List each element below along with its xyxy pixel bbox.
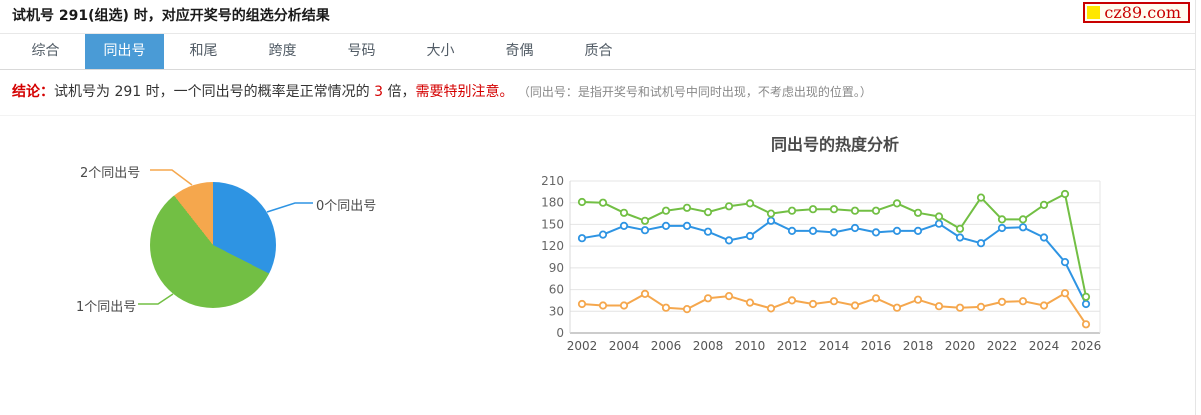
pie-chart-area: 2个同出号 0个同出号 1个同出号 bbox=[0, 116, 530, 396]
tab-daxiao[interactable]: 大小 bbox=[426, 43, 455, 59]
svg-text:2002: 2002 bbox=[567, 339, 598, 353]
leader-line-2tong bbox=[150, 169, 193, 186]
svg-text:2020: 2020 bbox=[945, 339, 976, 353]
tab-tongchuhao[interactable]: 同出号 bbox=[85, 34, 164, 69]
conclusion-bar: 结论：试机号为 291 时，一个同出号的概率是正常情况的 3 倍，需要特别注意。… bbox=[0, 70, 1195, 116]
svg-text:0: 0 bbox=[556, 326, 564, 340]
heat-line-chart: 0 30 60 90 120 150 180 210 2002 2004 2006 2008 2010 2… bbox=[541, 174, 1102, 353]
analysis-content: 2个同出号 0个同出号 1个同出号 同出号的热度分析 0 30 60 90 120 150… bbox=[0, 116, 1195, 414]
svg-text:2014: 2014 bbox=[819, 339, 850, 353]
line-chart-title: 同出号的热度分析 bbox=[770, 135, 899, 154]
svg-text:60: 60 bbox=[549, 283, 564, 297]
svg-text:210: 210 bbox=[541, 174, 564, 188]
svg-text:150: 150 bbox=[541, 217, 564, 231]
pie-leader-lines bbox=[138, 169, 313, 305]
pie-label-2tong: 2个同出号 bbox=[80, 166, 141, 181]
conclusion-prefix: 结论： bbox=[12, 84, 54, 100]
pie-label-0tong: 0个同出号 bbox=[316, 199, 377, 214]
leader-line-0tong bbox=[266, 202, 313, 213]
svg-text:2026: 2026 bbox=[1071, 339, 1102, 353]
svg-text:2016: 2016 bbox=[861, 339, 892, 353]
svg-text:2024: 2024 bbox=[1029, 339, 1060, 353]
conclusion-text-before: 试机号为 291 时，一个同出号的概率是正常情况的 bbox=[54, 84, 375, 100]
tab-haoma[interactable]: 号码 bbox=[347, 43, 376, 59]
tab-bar: 综合 同出号 和尾 跨度 号码 大小 奇偶 质合 bbox=[0, 33, 1195, 70]
conclusion-highlight-number: 3 bbox=[374, 84, 383, 100]
svg-text:2018: 2018 bbox=[903, 339, 934, 353]
svg-text:2022: 2022 bbox=[987, 339, 1018, 353]
tab-zonghe[interactable]: 综合 bbox=[31, 43, 60, 59]
svg-text:30: 30 bbox=[549, 304, 564, 318]
logo-yellow-square-icon bbox=[1087, 6, 1101, 19]
svg-text:180: 180 bbox=[541, 196, 564, 210]
conclusion-warning: 需要特别注意。 bbox=[415, 84, 514, 100]
svg-text:2008: 2008 bbox=[693, 339, 724, 353]
tab-jiou[interactable]: 奇偶 bbox=[505, 43, 534, 59]
tab-zhihe[interactable]: 质合 bbox=[584, 43, 613, 59]
logo-text: cz89.com bbox=[1104, 2, 1181, 22]
page-title: 试机号 291(组选) 时，对应开奖号的组选分析结果 bbox=[12, 8, 330, 24]
page-header: 试机号 291(组选) 时，对应开奖号的组选分析结果 cz89.com bbox=[0, 0, 1195, 33]
svg-text:2004: 2004 bbox=[609, 339, 640, 353]
svg-text:2006: 2006 bbox=[651, 339, 682, 353]
tab-kuadu[interactable]: 跨度 bbox=[268, 43, 297, 59]
svg-text:90: 90 bbox=[549, 261, 564, 275]
site-logo[interactable]: cz89.com bbox=[1083, 2, 1190, 23]
conclusion-note: （同出号：是指开奖号和试机号中同时出现，不考虑出现的位置。） bbox=[517, 85, 872, 99]
pie-label-1tong: 1个同出号 bbox=[76, 300, 137, 315]
conclusion-text-middle: 倍， bbox=[383, 84, 416, 100]
tab-hewei[interactable]: 和尾 bbox=[189, 43, 218, 59]
svg-text:2012: 2012 bbox=[777, 339, 808, 353]
line-chart-area: 同出号的热度分析 0 30 60 90 120 150 180 210 2002 2004 2006… bbox=[530, 130, 1196, 360]
svg-text:2010: 2010 bbox=[735, 339, 766, 353]
pie-chart bbox=[150, 182, 276, 308]
svg-text:120: 120 bbox=[541, 239, 564, 253]
leader-line-1tong bbox=[138, 293, 174, 305]
